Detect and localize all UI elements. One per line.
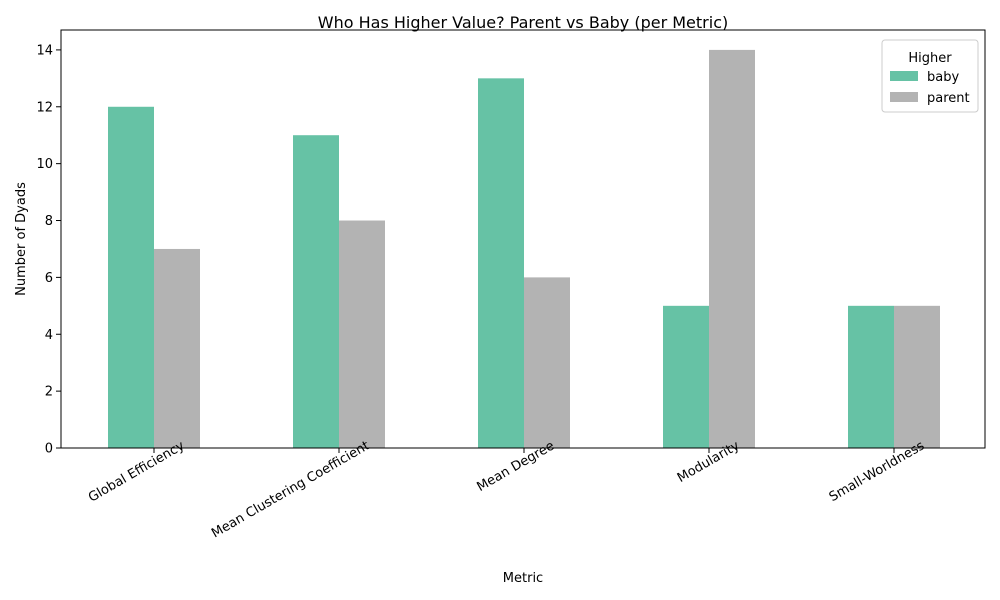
y-tick-label: 12 bbox=[36, 100, 53, 115]
x-axis-label: Metric bbox=[503, 571, 543, 586]
y-tick-label: 10 bbox=[36, 157, 53, 172]
legend-title: Higher bbox=[908, 51, 952, 66]
bar-baby-3 bbox=[663, 305, 709, 448]
y-tick-label: 4 bbox=[45, 328, 53, 343]
bar-parent-2 bbox=[524, 277, 570, 448]
y-tick-label: 14 bbox=[36, 43, 53, 58]
y-axis: 0 2 4 6 8 10 12 14 bbox=[36, 43, 61, 457]
plot-frame bbox=[60, 29, 986, 449]
legend: Higher baby parent bbox=[881, 39, 979, 113]
chart-title: Who Has Higher Value? Parent vs Baby (pe… bbox=[318, 13, 728, 32]
legend-label-parent: parent bbox=[927, 91, 970, 106]
bar-baby-4 bbox=[848, 305, 894, 448]
legend-entries: baby parent bbox=[890, 70, 970, 106]
bar-baby-0 bbox=[108, 106, 154, 448]
legend-swatch-baby bbox=[890, 71, 918, 81]
y-axis-label: Number of Dyads bbox=[14, 182, 29, 296]
bar-parent-0 bbox=[154, 248, 200, 448]
y-tick-label: 0 bbox=[45, 442, 53, 457]
legend-swatch-parent bbox=[890, 92, 918, 102]
bar-parent-4 bbox=[894, 305, 940, 448]
legend-label-baby: baby bbox=[927, 70, 959, 85]
y-tick-label: 6 bbox=[45, 271, 53, 286]
bar-parent-1 bbox=[339, 220, 385, 448]
bar-baby-1 bbox=[293, 135, 339, 449]
y-tick-label: 8 bbox=[45, 214, 53, 229]
plot-area bbox=[108, 49, 940, 449]
bar-baby-2 bbox=[478, 78, 524, 448]
y-tick-label: 2 bbox=[45, 385, 53, 400]
bar-parent-3 bbox=[709, 49, 755, 449]
